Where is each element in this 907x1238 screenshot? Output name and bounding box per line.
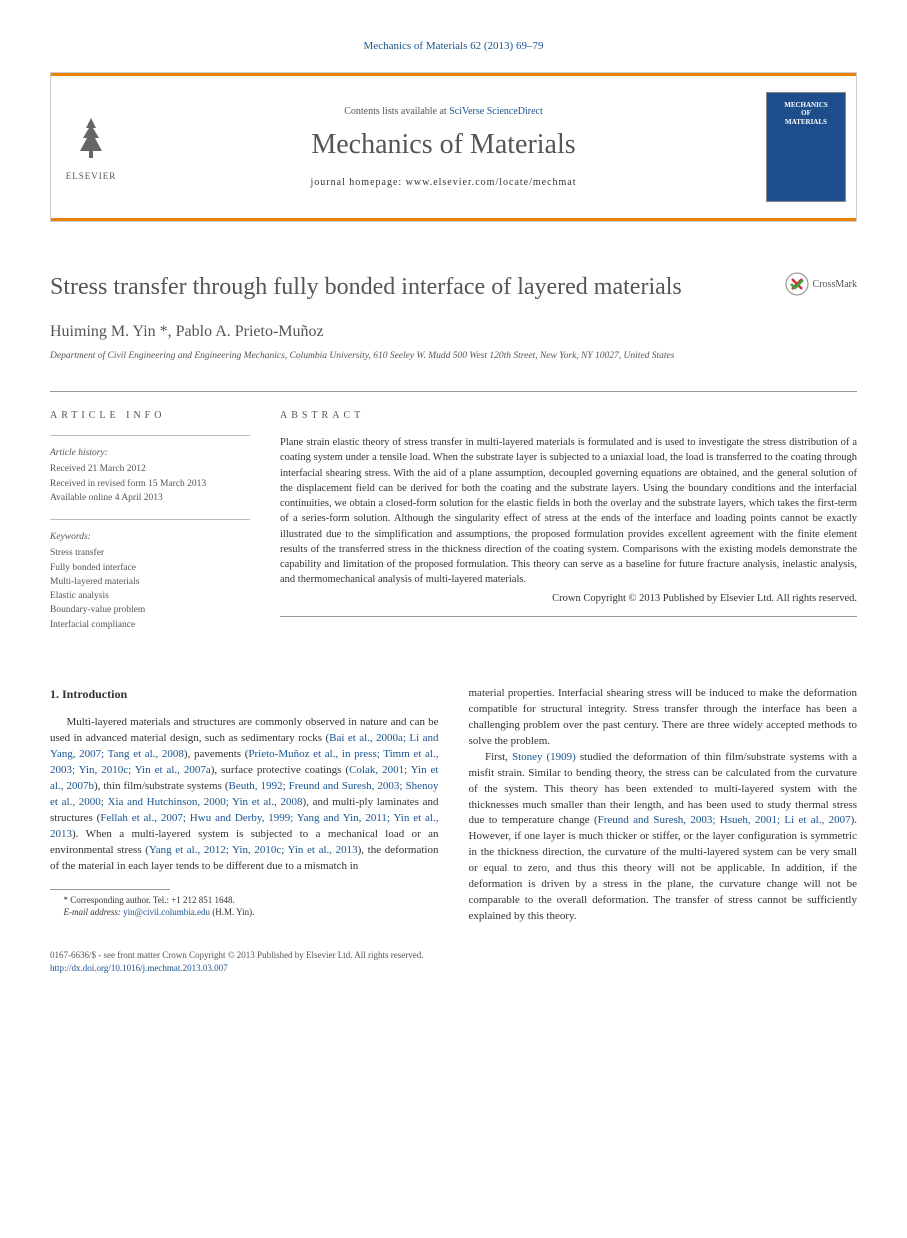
article-info-heading: ARTICLE INFO	[50, 410, 250, 421]
journal-cover-thumbnail: MECHANICS OF MATERIALS	[766, 92, 846, 202]
article-info-column: ARTICLE INFO Article history: Received 2…	[50, 391, 250, 646]
section-1-heading: 1. Introduction	[50, 686, 439, 703]
keyword-item: Boundary-value problem	[50, 603, 250, 617]
p2-text: First,	[485, 751, 512, 763]
homepage-url[interactable]: www.elsevier.com/locate/mechmat	[406, 177, 577, 188]
abstract-copyright: Crown Copyright © 2013 Published by Else…	[280, 593, 857, 604]
email-label: E-mail address:	[64, 907, 124, 917]
intro-paragraph-1-cont: material properties. Interfacial shearin…	[469, 686, 858, 750]
abstract-column: ABSTRACT Plane strain elastic theory of …	[280, 391, 857, 646]
top-accent-bar	[51, 73, 856, 76]
ref-link[interactable]: Yang et al., 2012; Yin, 2010c; Yin et al…	[149, 844, 358, 856]
history-line: Received 21 March 2012	[50, 462, 250, 476]
crossmark-label: CrossMark	[813, 279, 857, 290]
intro-paragraph-2: First, Stoney (1909) studied the deforma…	[469, 750, 858, 925]
keyword-item: Interfacial compliance	[50, 618, 250, 632]
authors: Huiming M. Yin *, Pablo A. Prieto-Muñoz	[50, 323, 857, 341]
keyword-item: Stress transfer	[50, 546, 250, 560]
article-title: Stress transfer through fully bonded int…	[50, 272, 765, 303]
email-footnote: E-mail address: yin@civil.columbia.edu (…	[50, 906, 439, 919]
article-history-section: Article history: Received 21 March 2012 …	[50, 435, 250, 505]
footnote-rule	[50, 889, 170, 890]
elsevier-logo: ELSEVIER	[51, 103, 131, 191]
bottom-accent-bar	[51, 218, 856, 221]
keyword-item: Fully bonded interface	[50, 561, 250, 575]
citation-header: Mechanics of Materials 62 (2013) 69–79	[50, 40, 857, 52]
journal-name: Mechanics of Materials	[131, 129, 756, 161]
contents-prefix: Contents lists available at	[344, 106, 449, 117]
page-footer: 0167-6636/$ - see front matter Crown Cop…	[50, 949, 857, 974]
intro-paragraph-1: Multi-layered materials and structures a…	[50, 715, 439, 874]
sciencedirect-link[interactable]: SciVerse ScienceDirect	[449, 106, 543, 117]
p1-text: ), surface protective coatings (	[211, 764, 349, 776]
corresponding-author-footnote: * Corresponding author. Tel.: +1 212 851…	[50, 894, 439, 907]
abstract-text: Plane strain elastic theory of stress tr…	[280, 435, 857, 587]
journal-homepage: journal homepage: www.elsevier.com/locat…	[131, 177, 756, 188]
p2-text: ). However, if one layer is much thicker…	[469, 814, 858, 922]
elsevier-label: ELSEVIER	[61, 171, 121, 181]
homepage-prefix: journal homepage:	[310, 177, 405, 188]
ref-link[interactable]: Stoney (1909)	[512, 751, 576, 763]
journal-center-block: Contents lists available at SciVerse Sci…	[131, 106, 756, 188]
keywords-label: Keywords:	[50, 530, 250, 544]
keywords-section: Keywords: Stress transfer Fully bonded i…	[50, 519, 250, 632]
crossmark-icon	[785, 272, 809, 296]
affiliation: Department of Civil Engineering and Engi…	[50, 351, 857, 361]
p1-cont-text: material properties. Interfacial shearin…	[469, 687, 858, 747]
elsevier-tree-icon	[66, 113, 116, 163]
cover-title-line2: OF	[801, 109, 811, 117]
issn-copyright: 0167-6636/$ - see front matter Crown Cop…	[50, 949, 857, 962]
contents-availability: Contents lists available at SciVerse Sci…	[131, 106, 756, 117]
history-line: Received in revised form 15 March 2013	[50, 477, 250, 491]
cover-title-line1: MECHANICS	[784, 101, 828, 109]
email-suffix: (H.M. Yin).	[210, 907, 254, 917]
history-line: Available online 4 April 2013	[50, 491, 250, 505]
abstract-heading: ABSTRACT	[280, 410, 857, 421]
abstract-bottom-rule	[280, 616, 857, 617]
doi-link[interactable]: http://dx.doi.org/10.1016/j.mechmat.2013…	[50, 963, 228, 973]
p1-text: ), pavements (	[184, 748, 248, 760]
keyword-item: Elastic analysis	[50, 589, 250, 603]
keyword-item: Multi-layered materials	[50, 575, 250, 589]
history-label: Article history:	[50, 446, 250, 460]
body-two-column: 1. Introduction Multi-layered materials …	[50, 686, 857, 925]
p1-text: ), thin film/substrate systems (	[94, 780, 229, 792]
email-link[interactable]: yin@civil.columbia.edu	[123, 907, 210, 917]
cover-title-line3: MATERIALS	[785, 118, 827, 126]
journal-header-box: ELSEVIER Contents lists available at Sci…	[50, 72, 857, 222]
ref-link[interactable]: Freund and Suresh, 2003; Hsueh, 2001; Li…	[598, 814, 851, 826]
crossmark-badge[interactable]: CrossMark	[785, 272, 857, 296]
